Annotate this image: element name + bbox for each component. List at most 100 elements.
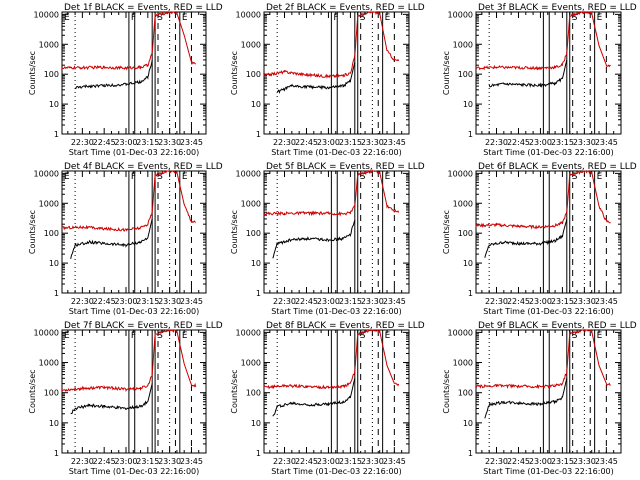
event-marker-label: S [572,172,578,182]
x-axis-label: Start Time (01-Dec-03 22:16:00) [69,148,200,157]
x-axis-label: Start Time (01-Dec-03 22:16:00) [69,467,200,476]
y-tick-label: 10 [463,100,473,109]
x-tick-label: 23:00 [114,297,137,306]
event-marker-label: E [385,172,391,182]
event-marker-label: E [597,172,603,182]
x-axis-label: Start Time (01-Dec-03 22:16:00) [483,148,614,157]
y-tick-label: 100 [246,70,261,79]
x-axis-label: Start Time (01-Dec-03 22:16:00) [69,307,200,316]
events-series-line [484,219,568,258]
y-tick-label: 100 [458,70,473,79]
detector-panel: Det 6f BLACK = Events, RED = LLD 1 10 100 10… [442,162,637,316]
y-tick-label: 10000 [34,10,59,19]
event-marker-label: F [131,172,136,182]
x-tick-label: 23:15 [136,138,159,147]
x-tick-label: 23:45 [595,138,618,147]
y-tick-label: 1 [468,130,473,139]
y-tick-label: 1000 [241,359,261,368]
y-tick-label: 10000 [236,10,261,19]
event-marker-label: S [360,13,366,23]
y-tick-label: 100 [44,389,59,398]
events-series-line [484,378,568,419]
y-axis-label: Counts/sec [230,369,239,413]
x-tick-label: 22:45 [507,297,530,306]
x-tick-label: 22:30 [71,297,94,306]
x-axis-label: Start Time (01-Dec-03 22:16:00) [271,467,402,476]
x-tick-label: 23:45 [383,457,406,466]
y-axis-label: Counts/sec [28,210,37,254]
y-axis-label: Counts/sec [28,369,37,413]
x-tick-label: 22:30 [485,457,508,466]
y-tick-label: 1000 [453,199,473,208]
y-tick-label: 100 [246,229,261,238]
y-tick-label: 100 [246,389,261,398]
y-tick-label: 10 [251,259,261,268]
x-tick-label: 23:00 [317,297,340,306]
y-tick-label: 10 [251,419,261,428]
event-marker-label: S [157,13,163,23]
x-tick-label: 23:30 [361,297,384,306]
x-tick-label: 23:00 [114,457,137,466]
panel-title: Det 4f BLACK = Events, RED = LLD [64,162,223,172]
x-tick-label: 23:00 [529,297,552,306]
y-tick-label: 10000 [448,10,473,19]
y-tick-label: 100 [44,70,59,79]
x-tick-label: 22:30 [273,138,296,147]
event-marker-label: E [64,13,70,23]
event-marker-label: E [385,331,391,341]
event-marker-label: F [333,13,338,23]
x-tick-label: 23:15 [551,297,574,306]
event-marker-label: F [131,331,136,341]
plot-frame [61,329,207,454]
y-tick-label: 10000 [236,169,261,178]
x-tick-label: 23:45 [180,457,203,466]
y-tick-label: 1 [54,130,59,139]
events-series-line [272,220,356,259]
detector-panel: Det 7f BLACK = Events, RED = LLD 1 10 100 10… [28,321,223,476]
x-tick-label: 23:00 [529,138,552,147]
x-tick-label: 22:45 [295,297,318,306]
panel-title: Det 2f BLACK = Events, RED = LLD [266,3,425,13]
detector-panel: Det 5f BLACK = Events, RED = LLD 1 10 100 10… [230,162,425,316]
y-axis-label: Counts/sec [442,210,451,254]
y-tick-label: 10000 [236,328,261,337]
x-tick-label: 22:45 [507,138,530,147]
x-tick-label: 23:30 [573,297,596,306]
y-tick-label: 1 [256,449,261,458]
y-tick-label: 1 [468,449,473,458]
event-marker-label: S [572,13,578,23]
x-tick-label: 23:45 [180,297,203,306]
event-marker-label: F [131,13,136,23]
x-axis-label: Start Time (01-Dec-03 22:16:00) [483,307,614,316]
y-tick-label: 10 [251,100,261,109]
y-tick-label: 1000 [39,40,59,49]
y-tick-label: 100 [44,229,59,238]
y-tick-label: 10000 [34,328,59,337]
x-tick-label: 22:30 [273,457,296,466]
x-tick-label: 23:15 [339,297,362,306]
x-tick-label: 23:45 [595,457,618,466]
y-tick-label: 1 [256,130,261,139]
y-axis-label: Counts/sec [28,51,37,95]
detector-panel: Det 2f BLACK = Events, RED = LLD 1 10 100 10… [230,3,425,157]
y-tick-label: 100 [458,229,473,238]
panel-title: Det 3f BLACK = Events, RED = LLD [478,3,637,13]
panel-title: Det 7f BLACK = Events, RED = LLD [64,321,223,331]
x-tick-label: 23:15 [136,457,159,466]
y-axis-label: Counts/sec [442,51,451,95]
x-tick-label: 22:30 [485,297,508,306]
y-tick-label: 1000 [453,40,473,49]
x-tick-label: 23:15 [136,297,159,306]
detector-panel: Det 4f BLACK = Events, RED = LLD 1 10 100 10… [28,162,223,316]
x-tick-label: 22:30 [71,138,94,147]
plot-frame [475,329,622,454]
detector-panel: Det 9f BLACK = Events, RED = LLD 1 10 100 10… [442,321,637,476]
plot-frame [475,11,622,135]
x-tick-label: 22:45 [507,457,530,466]
x-tick-label: 23:45 [383,138,406,147]
x-tick-label: 22:45 [295,457,318,466]
panel-title: Det 9f BLACK = Events, RED = LLD [478,321,637,331]
x-tick-label: 23:15 [339,457,362,466]
x-tick-label: 23:00 [114,138,137,147]
event-marker-label: E [64,331,70,341]
